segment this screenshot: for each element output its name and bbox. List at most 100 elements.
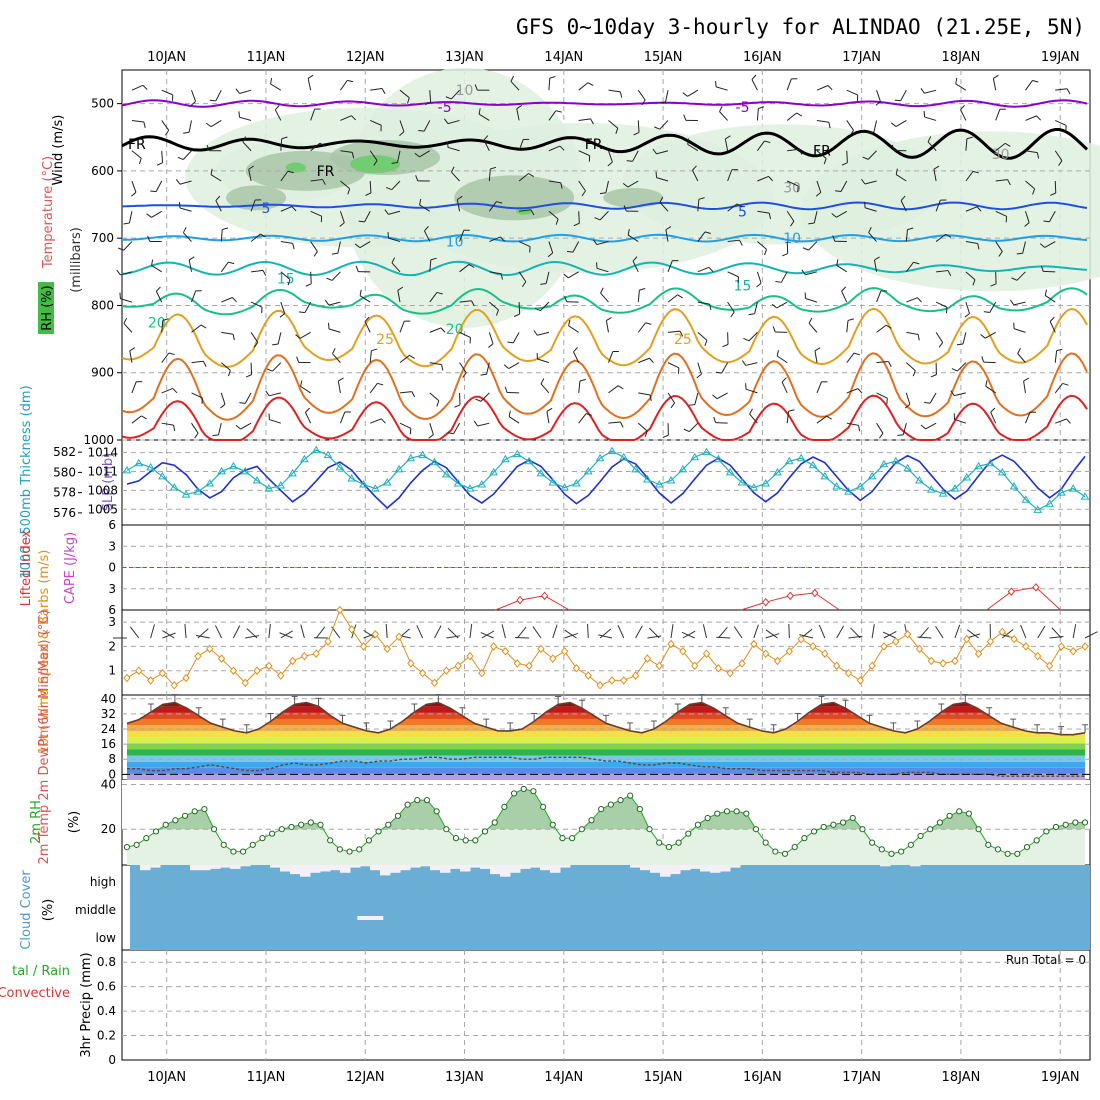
contour-label: 30 (783, 181, 801, 197)
slp-label: SLP (mb) (101, 453, 116, 512)
data-point (786, 591, 794, 601)
wind-barb (786, 180, 799, 187)
wind-barb-flag (632, 256, 638, 262)
data-point (298, 821, 305, 828)
data-point (1033, 837, 1040, 844)
wind-barb (364, 321, 371, 333)
wind10m-barb (799, 634, 814, 639)
wind-barb-flag (227, 370, 231, 377)
wind-barb-flag (235, 88, 240, 94)
data-point (123, 844, 131, 851)
data-point (335, 462, 345, 471)
wind-barb (632, 150, 639, 162)
data-point (678, 464, 688, 473)
isotherm-20 (121, 287, 1088, 316)
middle-cloud-gap (357, 916, 384, 920)
wind-barb (369, 180, 372, 194)
rh-shading (516, 207, 533, 215)
wind-barb (337, 381, 341, 393)
data-point (122, 465, 132, 474)
wind-barb-flag (194, 432, 199, 439)
wind-barb (667, 294, 678, 303)
wind-barb (600, 292, 609, 303)
data-point (265, 661, 273, 671)
wind-barb-flag (444, 118, 449, 124)
wind-barb-flag (649, 394, 652, 401)
wind-barb-flag (245, 374, 252, 378)
wind-barb (876, 290, 882, 303)
wind-barb-flag (927, 136, 932, 143)
wind-barb (754, 301, 758, 314)
wind-barb-flag (659, 101, 666, 104)
lifted-tick-label: 6 (108, 603, 116, 617)
wind-barb (933, 169, 937, 182)
wind-barb-flag (419, 198, 422, 206)
wind-barb-flag (1039, 243, 1046, 248)
wind-barb-flag (319, 142, 326, 147)
data-point (346, 848, 353, 855)
data-point (1057, 642, 1066, 651)
wind-barb-flag (924, 401, 931, 404)
wind-barb-flag (483, 135, 489, 141)
data-point (317, 821, 324, 828)
wind-barb-flag (951, 368, 958, 372)
data-point (939, 659, 947, 668)
wind10m-barb (882, 631, 896, 639)
wind-barb (995, 109, 1001, 121)
contour-label: FR (317, 164, 335, 180)
isotherm-15 (121, 260, 1088, 277)
wind-barb (331, 271, 341, 281)
wind-barb (995, 210, 1007, 217)
wind-barb-flag (990, 407, 996, 413)
wind-barb (667, 392, 676, 404)
wind-barb (924, 116, 937, 121)
wind-barb-flag (827, 85, 833, 91)
wind-barb-flag (980, 333, 986, 339)
data-point (839, 819, 847, 826)
wind-barb-flag (920, 424, 926, 430)
data-point (844, 487, 853, 495)
wind-barb-flag (1007, 179, 1011, 186)
wind-barb (787, 148, 800, 152)
data-point (472, 837, 479, 844)
wind-barb-flag (874, 256, 880, 261)
wind-barb (537, 358, 550, 364)
wind-barb (608, 421, 621, 424)
wind-barb-flag (177, 156, 184, 160)
wind-barb (1048, 211, 1056, 223)
wind-barb-flag (474, 84, 478, 91)
wind-barb (596, 267, 609, 273)
wind-barb-flag (1062, 382, 1069, 386)
wind10m-barb (599, 628, 612, 639)
wind-barb (161, 352, 170, 363)
wind-barb-flag (559, 145, 565, 151)
wind-barb-flag (835, 190, 842, 193)
data-point (950, 484, 960, 492)
data-point (170, 681, 178, 690)
wind-barb-flag (1017, 347, 1021, 354)
wind-barb-flag (428, 434, 434, 439)
rh2m-tick-label: 40 (101, 777, 116, 791)
wind-barb-flag (993, 74, 999, 79)
wind-barb (954, 418, 967, 424)
data-point (481, 828, 489, 835)
wind-barb-flag (475, 398, 482, 402)
wind-barb-flag (891, 144, 895, 151)
wind-barb-flag (645, 322, 652, 325)
data-point (723, 808, 731, 815)
data-point (1007, 587, 1015, 596)
wind-barb-flag (1032, 188, 1036, 195)
wind-barb (191, 422, 199, 434)
data-point (375, 828, 382, 835)
data-point (714, 810, 721, 817)
wind-barb-flag (966, 136, 973, 140)
data-point (312, 649, 320, 658)
wind-barb (131, 150, 142, 159)
wind-barb-flag (540, 378, 545, 385)
wind-barb (548, 210, 559, 220)
wind-barb (280, 301, 286, 314)
wind10m-barb (1049, 636, 1064, 639)
wind-barb-flag (713, 416, 717, 423)
wind-barb-flag (677, 294, 683, 299)
wind10m-barb (552, 624, 558, 639)
